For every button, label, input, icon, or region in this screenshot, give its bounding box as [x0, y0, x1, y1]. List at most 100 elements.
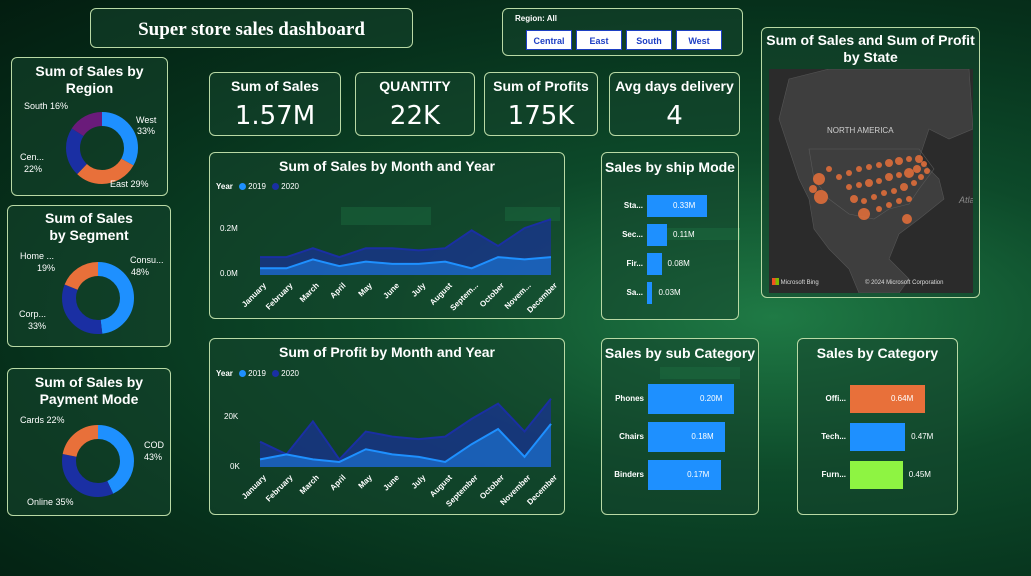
bar-label: Phones — [615, 394, 644, 403]
state-bubble[interactable] — [826, 166, 832, 172]
series-line-2019[interactable] — [260, 256, 552, 270]
series-line-2020[interactable] — [259, 397, 552, 461]
windows-icon — [772, 278, 779, 285]
state-bubble[interactable] — [856, 166, 862, 172]
donut-slice-online[interactable] — [62, 425, 134, 497]
donut-label-cod-pct: 43% — [144, 452, 163, 462]
bar[interactable] — [648, 422, 726, 452]
state-bubble[interactable] — [836, 174, 842, 180]
region-donut — [66, 112, 138, 184]
state-bubble[interactable] — [891, 188, 897, 194]
state-bubble[interactable] — [915, 155, 923, 163]
state-bubble[interactable] — [902, 214, 912, 224]
ship-mode-card: Sales by ship Mode Sta... 0.33M Sec... 0.11… — [601, 152, 739, 320]
map-view[interactable]: NORTH AMERICA Atla Microsoft Bing © 2024… — [769, 69, 973, 293]
state-bubble[interactable] — [906, 156, 912, 162]
state-bubble[interactable] — [865, 179, 873, 187]
legend-2020: 2020 — [281, 182, 299, 191]
donut-label-online: Online 35% — [27, 497, 74, 507]
donut-label-consumer: Consu... — [130, 255, 164, 265]
slicer-option-east[interactable]: East — [576, 30, 622, 50]
state-bubble[interactable] — [876, 162, 882, 168]
state-bubble[interactable] — [885, 173, 893, 181]
donut-slice-corporate[interactable] — [62, 262, 134, 334]
donut-slice-east[interactable] — [66, 112, 138, 184]
y-tick: 0.2M — [220, 224, 238, 233]
donut-label-cod: COD — [144, 440, 164, 450]
state-bubble[interactable] — [850, 195, 858, 203]
slicer-option-west[interactable]: West — [676, 30, 722, 50]
map-copyright: © 2024 Microsoft Corporation — [865, 280, 944, 286]
state-bubble[interactable] — [896, 198, 902, 204]
state-bubble[interactable] — [924, 168, 930, 174]
state-bubble[interactable] — [900, 183, 908, 191]
state-bubble[interactable] — [866, 164, 872, 170]
donut-slice-home-office[interactable] — [62, 262, 134, 334]
state-bubble[interactable] — [876, 206, 882, 212]
sub-category-card: Sales by sub Category Phones 0.20M Chairs 0… — [601, 338, 759, 515]
state-bubble[interactable] — [813, 173, 825, 185]
state-bubble[interactable] — [904, 168, 914, 178]
area-fill-2019 — [260, 257, 551, 275]
legend-dot-2019 — [239, 183, 247, 190]
payment-donut — [62, 425, 134, 497]
donut-label-west-pct: 33% — [137, 126, 156, 136]
map-region-label: NORTH AMERICA — [827, 126, 894, 135]
slicer-option-central[interactable]: Central — [526, 30, 572, 50]
sales-by-month-card: Sum of Sales by Month and Year Year 2019… — [209, 152, 565, 319]
state-bubble[interactable] — [809, 185, 817, 193]
state-bubble[interactable] — [846, 184, 852, 190]
slicer-label: Region: All — [515, 14, 557, 23]
bar[interactable] — [648, 460, 722, 490]
state-bubble[interactable] — [871, 194, 877, 200]
state-bubble[interactable] — [814, 190, 828, 204]
state-bubble[interactable] — [918, 174, 924, 180]
kpi-label: Sum of Sales — [231, 78, 319, 94]
donut-slice-cards[interactable] — [62, 425, 134, 497]
legend-2019: 2019 — [248, 369, 266, 378]
region-slicer[interactable]: Region: All Central East South West — [502, 8, 743, 56]
legend-2020: 2020 — [281, 369, 299, 378]
chart-title: Sum of Profit by Month and Year — [279, 344, 495, 360]
state-bubble[interactable] — [921, 161, 927, 167]
state-bubble[interactable] — [856, 182, 862, 188]
series-line-2019[interactable] — [259, 423, 552, 463]
state-bubble[interactable] — [858, 208, 870, 220]
state-bubble[interactable] — [895, 157, 903, 165]
state-bubble[interactable] — [896, 172, 902, 178]
bar[interactable] — [850, 385, 925, 413]
bar[interactable] — [647, 253, 662, 275]
chart-title: Sales by ship Mode — [605, 159, 735, 175]
state-bubble[interactable] — [911, 180, 917, 186]
state-bubble[interactable] — [861, 198, 867, 204]
bar-value: 0.03M — [658, 288, 681, 297]
donut-label-west: West — [136, 115, 157, 125]
bar[interactable] — [648, 384, 734, 414]
chart-title: Sales by Category — [816, 345, 939, 361]
donut-slice-central[interactable] — [66, 112, 138, 184]
state-bubble[interactable] — [846, 170, 852, 176]
kpi-label: Avg days delivery — [615, 78, 734, 94]
y-tick: 0.0M — [220, 269, 238, 278]
bar[interactable] — [647, 282, 653, 304]
bar[interactable] — [850, 461, 903, 489]
series-line-2020[interactable] — [260, 218, 552, 259]
state-bubble[interactable] — [881, 190, 887, 196]
donut-slice-south[interactable] — [66, 112, 138, 184]
profit-area-plot — [259, 397, 552, 467]
state-bubble[interactable] — [913, 165, 921, 173]
donut-label-corp: Corp... — [19, 309, 47, 319]
state-bubble[interactable] — [886, 202, 892, 208]
category-card: Sales by Category Offi... 0.64M Tech... 0.4… — [797, 338, 958, 515]
slicer-option-south[interactable]: South — [626, 30, 672, 50]
state-bubble[interactable] — [876, 178, 882, 184]
bar[interactable] — [850, 423, 906, 451]
state-bubble[interactable] — [906, 196, 912, 202]
kpi-card-sales: Sum of Sales 1.57M — [209, 72, 341, 136]
state-bubble[interactable] — [885, 159, 893, 167]
bar[interactable] — [647, 195, 707, 217]
chart-title: Sum of Sales by Segment — [45, 210, 133, 243]
legend-title: Year — [216, 182, 233, 191]
bar[interactable] — [647, 224, 667, 246]
chart-title: Sum of Sales by Region — [35, 63, 144, 96]
